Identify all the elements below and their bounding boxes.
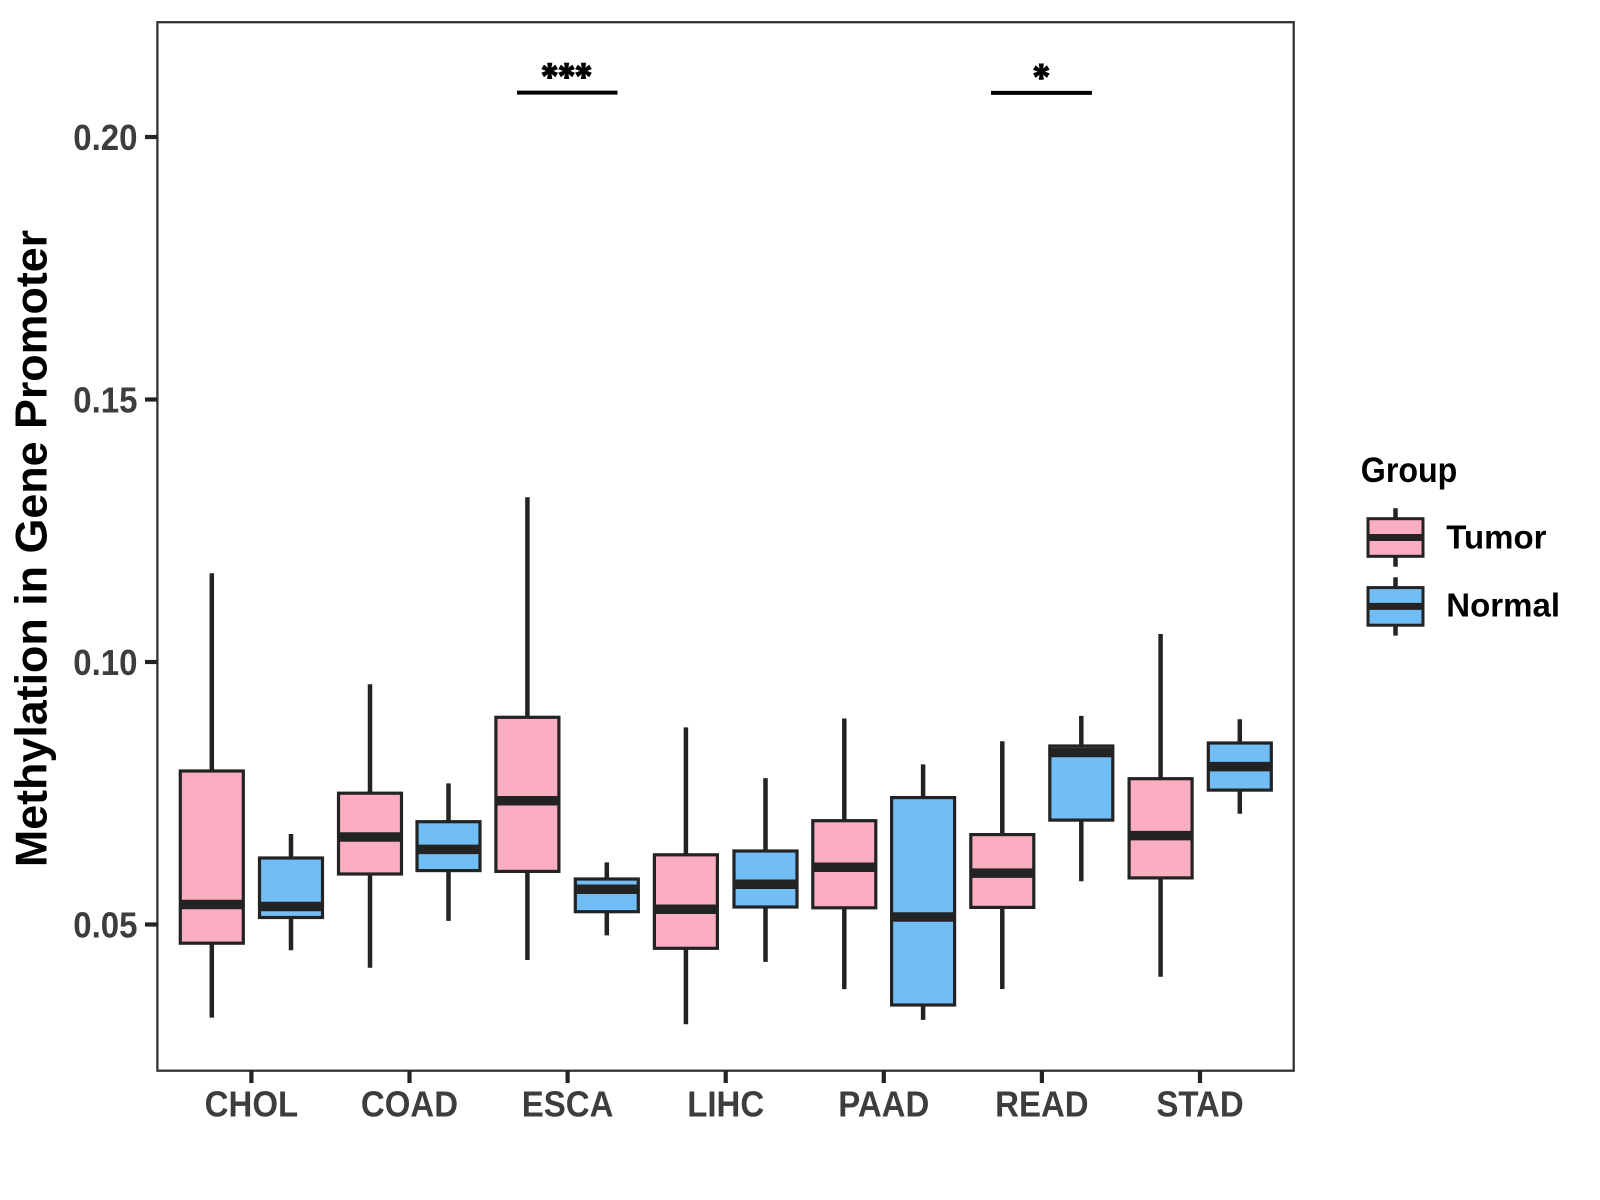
svg-text:0.15: 0.15 (73, 381, 137, 421)
svg-text:Normal: Normal (1446, 587, 1560, 624)
svg-text:0.10: 0.10 (73, 644, 137, 684)
svg-text:READ: READ (995, 1085, 1088, 1125)
svg-text:Group: Group (1361, 452, 1458, 491)
svg-text:Methylation in Gene Promoter: Methylation in Gene Promoter (7, 230, 57, 867)
svg-text:STAD: STAD (1156, 1085, 1243, 1125)
svg-text:CHOL: CHOL (205, 1085, 298, 1125)
svg-text:Tumor: Tumor (1446, 519, 1546, 556)
svg-text:LIHC: LIHC (687, 1085, 764, 1125)
svg-text:PAAD: PAAD (838, 1085, 929, 1125)
svg-text:0.20: 0.20 (73, 119, 137, 159)
svg-text:0.05: 0.05 (73, 906, 137, 946)
svg-text:COAD: COAD (361, 1085, 458, 1125)
svg-text:ESCA: ESCA (522, 1085, 614, 1125)
